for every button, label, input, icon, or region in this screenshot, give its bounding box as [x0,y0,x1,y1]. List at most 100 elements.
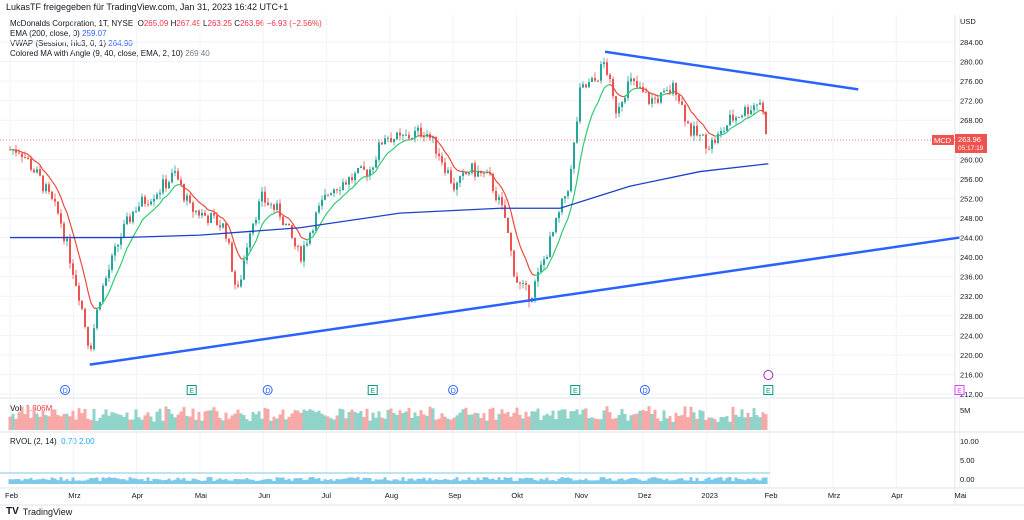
colored-ma-segment [546,260,551,268]
colored-ma-segment [681,95,686,102]
candle [714,139,716,143]
rvol-bar [155,479,159,484]
candle [438,153,440,157]
y-tick-label: 236.00 [960,273,983,282]
volume-bar [461,409,465,430]
symbol-legend[interactable]: McDonalds Corporation, 1T, NYSE O265.09 … [10,19,322,29]
symbol-name: McDonalds Corporation, 1T, NYSE [10,19,134,28]
volume-bar [440,413,444,430]
rvol-bar [389,480,393,484]
volume-bar [287,416,291,430]
candle [633,78,635,81]
volume-bar [539,419,543,430]
rvol-bar [668,480,672,484]
colored-ma-segment [690,111,695,115]
candle [357,167,359,174]
volume-bar [446,418,450,430]
rvol-legend[interactable]: RVOL (2, 14) 0.70 2.00 [10,437,95,446]
volume-bar [302,409,306,430]
y-tick-label: 268.00 [960,116,983,125]
candle [474,163,476,177]
colored-ma-segment [384,152,389,157]
rvol-bar [686,480,690,484]
volume-bar [29,417,33,430]
volume-legend[interactable]: Vol 1.806M [10,404,52,413]
rvol-bar [191,478,195,484]
y-tick-label: 272.00 [960,97,983,106]
candle [63,223,65,242]
colored-ma-segment [213,211,218,215]
volume-bar [665,418,669,430]
rvol-bar [209,477,213,484]
colored-ma-segment [156,203,161,207]
colored-ma-segment [729,126,734,130]
colored-ma-segment [603,85,608,89]
rvol-bar [392,479,396,484]
colored-ma-segment [510,211,515,225]
rvol-bar [230,480,234,484]
colored-ma-segment [645,89,650,93]
candle [591,78,593,83]
rvol-bar [380,479,384,484]
volume-bar [749,417,753,430]
candle [393,139,395,143]
colored-ma-segment [495,180,500,185]
candle [384,138,386,145]
rvol-bar [476,477,480,484]
rvol-bar [350,477,354,484]
volume-bar [722,417,726,430]
colored-ma-segment [81,265,86,279]
candle [720,130,722,134]
rvol-value-1: 0.70 [61,437,77,446]
rvol-bar [431,480,435,484]
rvol-bar [173,479,177,484]
y-tick-label: 252.00 [960,194,983,203]
colored-ma-segment [120,255,125,265]
candle [204,212,206,216]
volume-bar [653,409,657,430]
candle [597,80,599,82]
candle [135,211,137,212]
cma-legend[interactable]: Colored MA with Angle (9, 40, close, EMA… [10,49,322,59]
rvol-bar [335,478,339,484]
candle [75,274,77,286]
colored-ma-segment [54,184,59,192]
candle [147,203,149,205]
vwap-legend[interactable]: VWAP (Session, hlc3, 0, 1) 264.90 [10,39,322,49]
colored-ma-segment [30,157,35,161]
volume-bar [329,418,333,430]
candle [96,309,98,329]
volume-bar [200,420,204,430]
rvol-value-2: 2.00 [78,437,95,446]
volume-bar [524,411,528,430]
rvol-bar [524,477,528,484]
volume-bar [422,414,426,430]
rvol-bar [167,478,171,484]
rvol-bar [536,480,540,484]
rvol-bar [590,480,594,484]
volume-bar [590,417,594,430]
rvol-bar [497,477,501,484]
rvol-bar [200,480,204,484]
x-tick-label: Mai [955,491,967,500]
currency-label: USD [960,17,976,26]
candle [450,170,452,184]
rvol-bar [653,477,657,484]
volume-bar [125,412,129,430]
rvol-bar [704,478,708,484]
candle [216,215,218,226]
ema-legend[interactable]: EMA (200, close, 0) 259.07 [10,29,322,39]
candle [303,245,305,262]
colored-ma-segment [279,212,284,216]
tradingview-logo[interactable]: TV TradingView [6,506,72,517]
rvol-bar [623,480,627,484]
colored-ma-segment [375,164,380,172]
colored-ma-segment [306,237,311,241]
volume-bar [311,410,315,430]
colored-ma-segment [321,215,326,222]
candle [213,213,215,216]
rvol-bar [509,477,513,484]
colored-ma-segment [684,100,689,107]
volume-bar [551,410,555,430]
